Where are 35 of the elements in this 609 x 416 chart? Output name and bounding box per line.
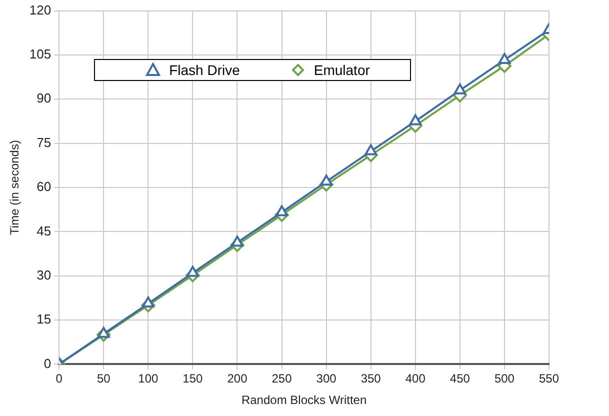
point [276, 205, 288, 216]
point [320, 174, 333, 186]
y-tick-label: 60 [36, 179, 52, 194]
x-tick-label: 500 [494, 372, 515, 386]
y-tick-label: 75 [36, 134, 52, 150]
point [364, 144, 378, 156]
x-tick-label: 150 [182, 372, 204, 386]
x-tick-label: 100 [138, 372, 158, 386]
y-tick-label: 15 [36, 312, 52, 327]
y-tick-label: 105 [29, 46, 52, 62]
x-tick-label: 450 [450, 372, 470, 386]
y-tick-label: 30 [36, 267, 52, 282]
x-axis-title: Random Blocks Written [241, 393, 367, 408]
x-tick-label: 50 [96, 372, 111, 386]
x-tick-label: 550 [538, 372, 560, 386]
y-tick-label: 0 [44, 356, 52, 371]
point [186, 266, 199, 277]
point [97, 326, 110, 338]
x-tick-label: 400 [405, 372, 426, 386]
x-tick-label: 300 [316, 372, 337, 386]
point [498, 52, 511, 64]
x-tick-label: 200 [227, 372, 248, 386]
legend-label: Flash Drive [169, 62, 240, 78]
x-tick-label: 250 [272, 372, 292, 386]
point [454, 83, 466, 94]
y-axis-title: Time (in seconds) [8, 140, 22, 235]
y-tick-label: 90 [36, 90, 52, 106]
y-tick-label: 120 [29, 2, 52, 18]
point [409, 114, 422, 126]
point [231, 236, 244, 247]
x-tick-label: 0 [56, 372, 63, 386]
x-tick-label: 350 [360, 372, 382, 386]
y-tick-label: 45 [36, 223, 52, 238]
legend-label: Emulator [314, 62, 370, 78]
point [142, 296, 154, 308]
